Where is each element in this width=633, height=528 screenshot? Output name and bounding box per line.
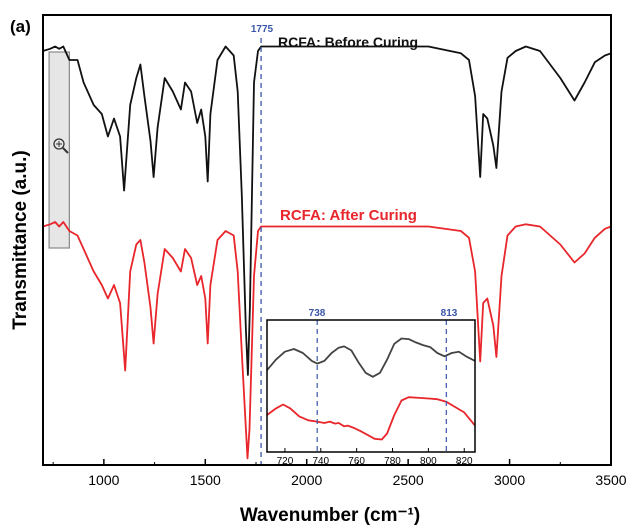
inset-x-tick-label: 760 (348, 456, 365, 467)
series-line-after-curing (42, 221, 612, 460)
x-tick-label: 2000 (291, 472, 322, 488)
inset-series-line-after-curing (266, 396, 476, 441)
series-line-before-curing (42, 45, 612, 376)
x-tick-label: 3000 (494, 472, 525, 488)
main-plot-area: 1000 1500 2000 2500 3000 3500 (42, 14, 627, 488)
x-tick-label: 2500 (393, 472, 424, 488)
inset-marker-label-813: 813 (441, 308, 458, 319)
x-tick-label: 1500 (190, 472, 221, 488)
inset-plot-area: 720 740 760 780 800 820 (266, 319, 476, 467)
chart-text-layer: (a) Wavenumber (cm⁻¹) Transmittance (a.u… (10, 17, 458, 526)
zoom-icon-lens (53, 138, 65, 150)
inset-marker-label-738: 738 (309, 308, 326, 319)
x-tick-label: 3500 (595, 472, 626, 488)
zoom-in-icon (53, 138, 69, 154)
inset-x-tick-label: 820 (456, 456, 473, 467)
inset-background (267, 320, 475, 452)
series-label-after-curing: RCFA: After Curing (280, 207, 417, 224)
marker-label-1775: 1775 (251, 24, 274, 35)
inset-series-line-before-curing (266, 337, 476, 378)
inset-x-tick-label: 720 (277, 456, 294, 467)
inset-x-tick-label: 800 (420, 456, 437, 467)
zoom-icon-handle (62, 147, 69, 154)
inset-x-tick-label: 780 (384, 456, 401, 467)
inset-frame (266, 319, 476, 453)
panel-label: (a) (10, 17, 31, 36)
series-label-before-curing: RCFA: Before Curing (278, 34, 418, 50)
y-axis-title: Transmittance (a.u.) (10, 150, 31, 330)
highlight-region (48, 51, 70, 249)
plot-frame (42, 14, 612, 466)
x-tick-label: 1000 (88, 472, 119, 488)
x-axis-title: Wavenumber (cm⁻¹) (240, 505, 420, 526)
inset-x-tick-label: 740 (312, 456, 329, 467)
